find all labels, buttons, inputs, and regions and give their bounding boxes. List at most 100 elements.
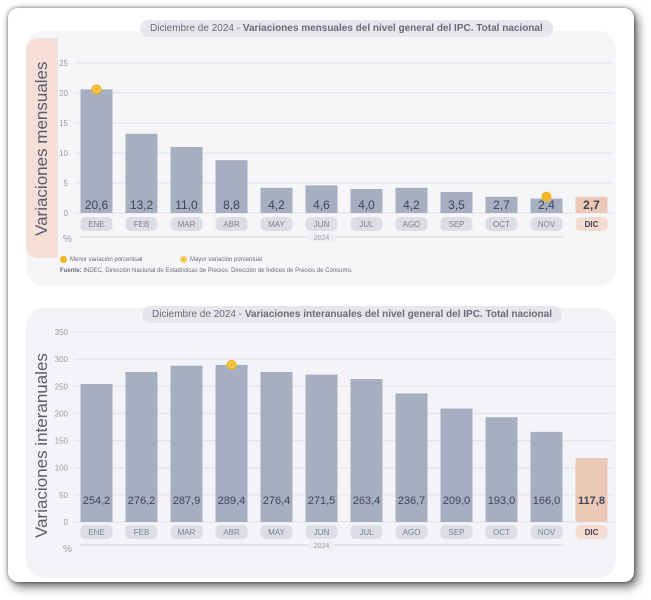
chart2-value-label: 193,0 <box>488 495 516 507</box>
chart2-value-label: 236,7 <box>398 495 426 507</box>
chart2-y-tick-label: 50 <box>59 491 68 500</box>
monthly-chart-panel <box>26 31 616 286</box>
chart2-value-label: 289,4 <box>218 495 246 507</box>
chart1-category-pill <box>485 217 518 231</box>
chart2-bar <box>305 374 338 522</box>
chart1-category-label: JUN <box>314 220 330 229</box>
chart1-value-label: 13,2 <box>130 198 154 212</box>
chart2-bar <box>440 408 473 522</box>
chart1-marker-ring <box>93 86 100 93</box>
chart2-category-label: AGO <box>403 528 421 537</box>
chart2-bar <box>170 365 203 522</box>
chart2-value-label: 276,2 <box>128 495 156 507</box>
monthly-chart-title: Diciembre de 2024 - Variaciones mensuale… <box>140 20 553 37</box>
chart1-y-tick-label: 15 <box>59 119 68 128</box>
chart1-year-badge <box>308 232 335 242</box>
monthly-chart-title-main: Variaciones mensuales del nivel general … <box>242 23 543 34</box>
chart1-marker-menor <box>541 191 552 202</box>
chart1-category-pill <box>305 217 338 231</box>
chart2-category-label: ENE <box>88 528 104 537</box>
chart1-category-pill <box>170 217 203 231</box>
interannual-variation-chart: 0 50 100 150 200 250 300 350 254,2 ENE 276,2 FEB 287… <box>55 328 614 550</box>
chart1-category-label: DIC <box>585 220 599 229</box>
chart1-bar <box>125 133 158 213</box>
chart2-bar <box>530 431 563 522</box>
chart1-category-label: MAR <box>178 220 196 229</box>
chart2-year-label: 2024 <box>314 543 330 550</box>
chart1-value-label: 4,6 <box>313 198 330 212</box>
chart1-bar <box>170 147 203 213</box>
chart2-y-tick-label: 0 <box>64 518 69 527</box>
chart1-category-label: SEP <box>448 220 464 229</box>
chart2-category-label: OCT <box>493 528 510 537</box>
chart2-value-label: 166,0 <box>533 495 561 507</box>
chart2-y-tick-label: 150 <box>55 437 69 446</box>
chart1-bar <box>305 185 338 213</box>
chart2-value-label: 276,4 <box>263 495 291 507</box>
chart2-category-label: MAY <box>268 528 285 537</box>
legend-mayor: Mayor variación porcentual <box>180 256 262 263</box>
chart1-value-label: 4,2 <box>268 198 285 212</box>
chart1-category-pill <box>575 217 608 231</box>
chart2-category-pill <box>170 525 203 539</box>
chart1-category-label: MAY <box>268 220 285 229</box>
chart2-bar <box>215 364 248 522</box>
chart1-category-label: FEB <box>134 220 150 229</box>
chart1-bar <box>530 198 563 213</box>
legend-menor: Menor variación porcentual <box>60 256 142 263</box>
chart2-category-pill <box>260 525 293 539</box>
chart1-category-pill <box>350 217 383 231</box>
chart2-bar <box>260 371 293 522</box>
chart2-category-pill <box>80 525 113 539</box>
chart2-bar <box>80 384 113 522</box>
chart2-bar <box>485 417 518 522</box>
chart1-category-label: AGO <box>403 220 421 229</box>
chart2-year-badge <box>308 540 335 550</box>
chart2-category-pill <box>440 525 473 539</box>
interannual-chart-title-prefix: Diciembre de 2024 - <box>152 309 245 320</box>
chart2-bar <box>125 372 158 522</box>
chart2-category-label: ABR <box>223 528 240 537</box>
chart1-bar <box>485 196 518 213</box>
chart2-value-label: 271,5 <box>308 495 336 507</box>
monthly-chart-title-prefix: Diciembre de 2024 - <box>150 23 243 34</box>
chart1-y-tick-label: 10 <box>59 149 68 158</box>
chart2-category-label: JUL <box>359 528 374 537</box>
source-text: INDEC, Dirección Nacional de Estadística… <box>81 268 353 274</box>
chart1-category-pill <box>260 217 293 231</box>
chart1-value-label: 20,6 <box>85 198 109 212</box>
chart1-bar <box>575 196 608 213</box>
monthly-unit-label: % <box>63 234 72 245</box>
chart2-category-pill <box>485 525 518 539</box>
chart1-bar <box>80 89 113 213</box>
chart2-category-label: FEB <box>134 528 150 537</box>
chart1-value-label: 2,7 <box>583 198 600 212</box>
chart2-category-pill <box>305 525 338 539</box>
chart1-bar <box>395 187 428 213</box>
chart2-value-label: 263,4 <box>353 495 381 507</box>
chart2-y-tick-label: 250 <box>55 382 69 391</box>
chart1-value-label: 8,8 <box>223 198 240 212</box>
chart1-category-pill <box>125 217 158 231</box>
interannual-chart-title: Diciembre de 2024 - Variaciones interanu… <box>142 306 562 323</box>
legend-menor-marker <box>60 256 67 263</box>
chart2-value-label: 209,0 <box>443 495 471 507</box>
chart1-category-pill <box>530 217 563 231</box>
chart2-y-tick-label: 100 <box>55 464 69 473</box>
chart1-value-label: 4,2 <box>403 198 420 212</box>
chart1-value-label: 2,7 <box>493 198 510 212</box>
chart2-category-pill <box>530 525 563 539</box>
chart1-category-label: NOV <box>538 220 556 229</box>
chart1-category-label: ABR <box>223 220 240 229</box>
chart1-bar <box>215 160 248 213</box>
chart1-bar <box>350 189 383 213</box>
interannual-unit-label: % <box>63 544 72 555</box>
chart2-value-label: 254,2 <box>83 495 111 507</box>
chart2-bar <box>575 458 608 522</box>
monthly-chart-accent-band <box>26 38 58 258</box>
chart1-value-label: 3,5 <box>448 198 465 212</box>
chart1-bar <box>440 192 473 213</box>
chart2-category-pill <box>575 525 608 539</box>
chart1-value-label: 2,4 <box>538 198 555 212</box>
legend-mayor-marker <box>180 256 187 263</box>
